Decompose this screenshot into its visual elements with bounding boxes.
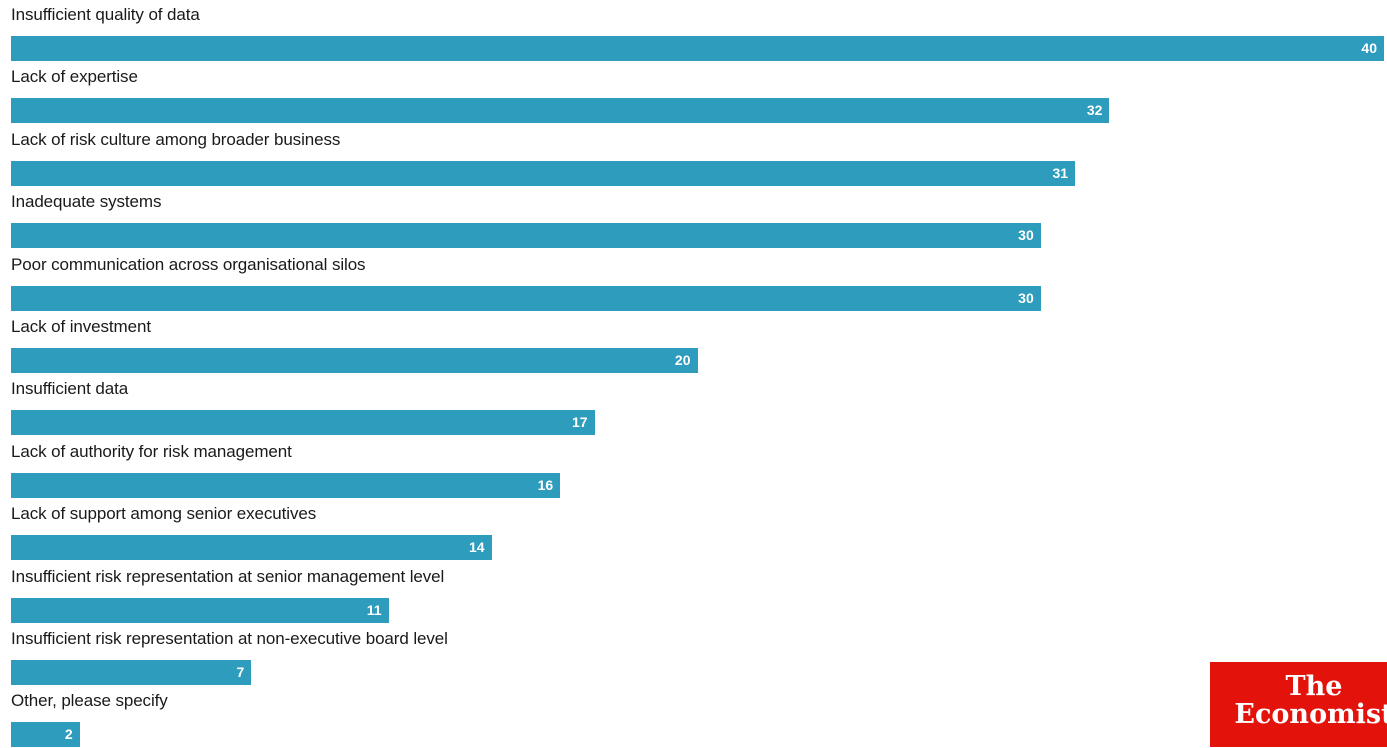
category-label: Lack of expertise	[11, 67, 138, 87]
bar: 14	[11, 535, 492, 561]
bar-value-label: 30	[1018, 289, 1034, 306]
bar-value-label: 7	[236, 664, 245, 680]
bar: 7	[11, 660, 252, 685]
chart-row: Poor communication across organisational…	[0, 250, 1387, 312]
bar-value-label: 20	[674, 352, 691, 368]
chart-row: Insufficient data 17	[0, 374, 1387, 436]
chart-row: Insufficient quality of data 40	[0, 0, 1387, 62]
bar-value-label: 40	[1361, 40, 1377, 56]
category-label: Insufficient risk representation at seni…	[11, 566, 445, 586]
category-label: Inadequate systems	[11, 192, 162, 212]
chart-row: Other, please specify 2	[0, 686, 1387, 748]
chart-row: Lack of authority for risk management 16	[0, 437, 1387, 499]
category-label: Lack of authority for risk management	[11, 441, 292, 461]
category-label: Poor communication across organisational…	[11, 254, 366, 274]
logo-line-1: The	[1285, 671, 1343, 702]
logo-line-2: Economist	[1234, 699, 1387, 730]
category-label: Lack of support among senior executives	[11, 504, 317, 524]
chart-row: Lack of investment 20	[0, 312, 1387, 374]
bar-value-label: 31	[1052, 164, 1069, 181]
category-label: Insufficient quality of data	[11, 5, 200, 24]
bar: 31	[11, 160, 1076, 186]
category-label: Other, please specify	[11, 691, 168, 711]
category-label: Lack of investment	[11, 317, 151, 336]
chart-row: Insufficient risk representation at non-…	[0, 624, 1387, 686]
chart-row: Lack of risk culture among broader busin…	[0, 125, 1387, 187]
bar-value-label: 32	[1086, 102, 1103, 119]
bar-value-label: 16	[537, 476, 554, 493]
chart-row: Lack of expertise 32	[0, 62, 1387, 124]
bar: 16	[11, 472, 561, 498]
chart-row: Inadequate systems 30	[0, 187, 1387, 249]
bar-value-label: 30	[1018, 227, 1034, 244]
bar: 30	[11, 223, 1041, 249]
bar-value-label: 17	[571, 414, 588, 431]
category-label: Lack of risk culture among broader busin…	[11, 129, 341, 149]
chart-row: Lack of support among senior executives 1…	[0, 499, 1387, 561]
bar: 11	[11, 597, 389, 623]
bar-value-label: 11	[366, 601, 382, 618]
bar: 20	[11, 348, 698, 373]
economist-logo: The Economist	[1210, 662, 1387, 747]
chart-row: Insufficient risk representation at seni…	[0, 562, 1387, 624]
category-label: Insufficient data	[11, 379, 129, 399]
bar: 30	[11, 285, 1041, 311]
bar: 32	[11, 98, 1110, 124]
bar: 2	[11, 722, 80, 748]
bar: 40	[11, 36, 1384, 61]
category-label: Insufficient risk representation at non-…	[11, 629, 448, 648]
bar-value-label: 2	[64, 726, 73, 743]
bar: 17	[11, 410, 595, 436]
bar-value-label: 14	[468, 539, 485, 556]
